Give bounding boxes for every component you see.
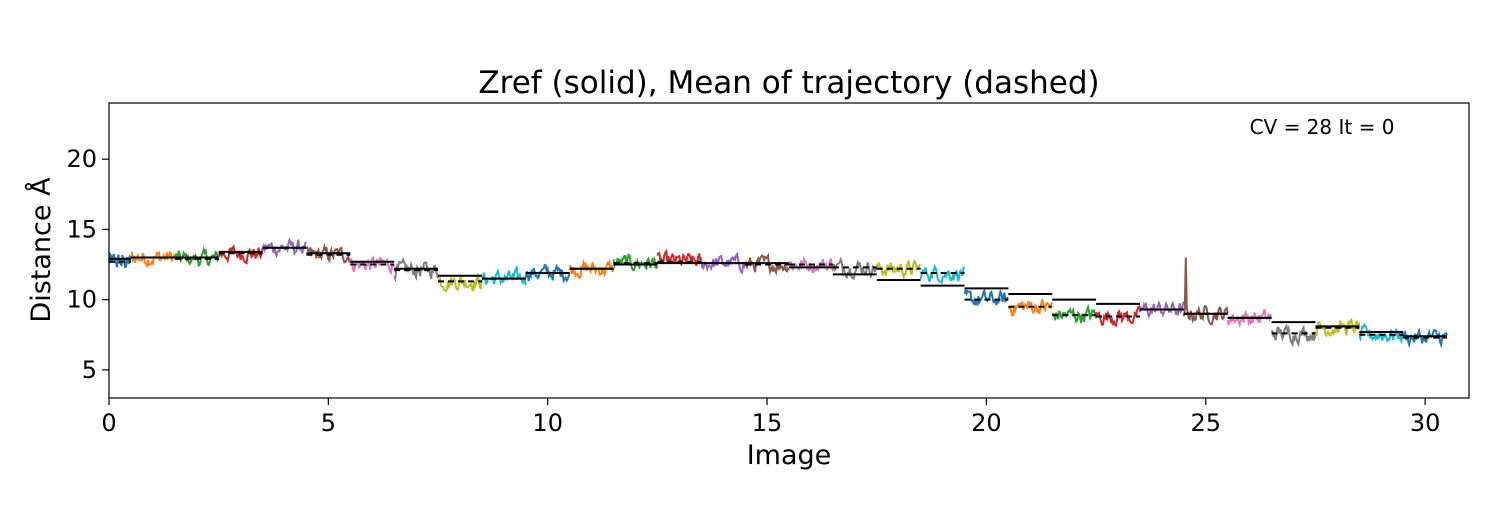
trajectory-line — [217, 244, 264, 265]
plot-area-frame — [108, 102, 1470, 399]
trajectory-line — [656, 248, 703, 267]
trajectory-line — [1182, 257, 1229, 326]
x-tick-label: 15 — [752, 409, 783, 437]
trajectory-line — [831, 256, 878, 280]
y-tick-label: 20 — [66, 145, 97, 173]
trajectory-line — [349, 255, 396, 275]
trajectory-line — [1270, 323, 1317, 348]
trajectory-line — [1226, 308, 1272, 329]
trajectory-line — [305, 242, 351, 264]
y-tick-label: 5 — [82, 356, 97, 384]
trajectory-line — [261, 237, 307, 259]
trajectory-line — [788, 255, 834, 274]
trajectory-line — [612, 253, 659, 272]
trajectory-line — [393, 256, 439, 283]
trajectory-line — [700, 251, 747, 275]
trajectory-line — [568, 258, 615, 280]
cv-iteration-annotation: CV = 28 It = 0 — [1250, 115, 1395, 139]
trajectory-line — [480, 264, 527, 286]
y-axis-label: Distance Å — [25, 177, 57, 323]
trajectory-line — [875, 259, 922, 281]
x-axis-label: Image — [747, 440, 832, 471]
x-tick-label: 20 — [971, 409, 1002, 437]
chart-title: Zref (solid), Mean of trajectory (dashed… — [478, 65, 1099, 101]
reference-segments — [109, 246, 1448, 339]
y-tick-label: 15 — [66, 215, 97, 243]
trajectory-line — [130, 250, 176, 269]
x-tick-label: 0 — [101, 409, 116, 437]
trajectory-line — [437, 271, 483, 293]
x-tick-label: 10 — [532, 409, 563, 437]
x-tick-label: 5 — [321, 409, 336, 437]
y-tick-label: 10 — [66, 286, 97, 314]
trajectory-line — [1008, 297, 1054, 317]
x-tick-label: 30 — [1410, 409, 1441, 437]
trajectory-lines — [108, 237, 1448, 349]
trajectory-line — [963, 287, 1009, 307]
trajectory-line — [919, 264, 966, 285]
x-tick-label: 25 — [1191, 409, 1222, 437]
trajectory-line — [1095, 304, 1141, 328]
